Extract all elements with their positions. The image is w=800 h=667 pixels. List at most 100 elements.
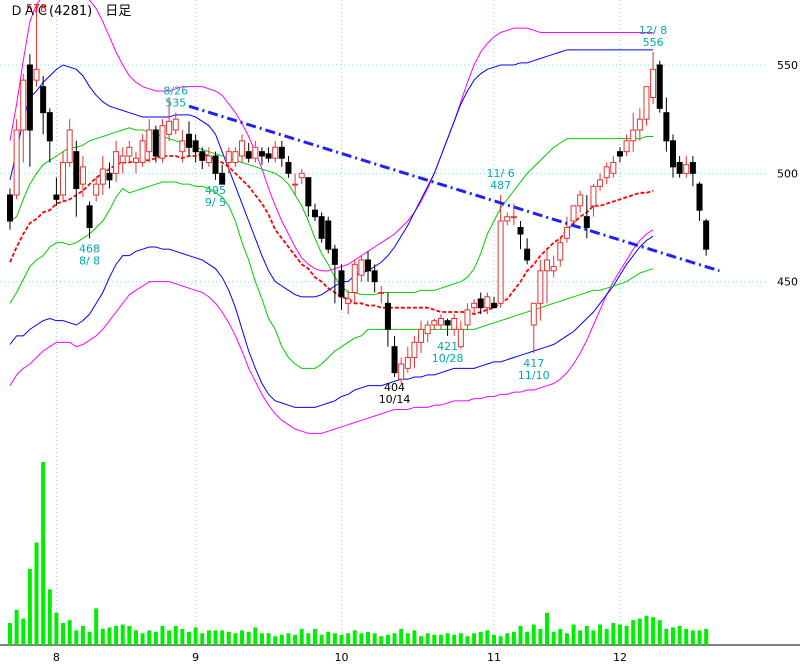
candle-down xyxy=(318,216,325,239)
candle-up xyxy=(172,118,179,131)
candle-up xyxy=(66,129,73,163)
candle-up xyxy=(225,151,232,164)
volume-bar xyxy=(392,633,397,645)
volume-bar xyxy=(518,625,523,645)
candle-down xyxy=(86,205,93,228)
candle-up xyxy=(530,302,537,326)
annotation-label: 417 xyxy=(523,357,544,370)
volume-bar xyxy=(220,630,225,645)
volume-bar xyxy=(425,633,430,645)
volume-bar xyxy=(240,630,245,645)
candle-up xyxy=(411,341,418,359)
volume-bar xyxy=(279,634,284,645)
band-minus1-line xyxy=(9,181,654,369)
price-tick-label: 550 xyxy=(777,59,798,72)
annotation-label: 404 xyxy=(384,381,405,394)
candle-up xyxy=(636,118,643,131)
volume-bar xyxy=(432,634,437,645)
candle-down xyxy=(46,112,53,142)
volume-bar xyxy=(359,633,364,645)
volume-bar xyxy=(564,633,569,645)
volume-bar xyxy=(498,636,503,645)
band-minus2-line xyxy=(9,235,654,408)
candle-up xyxy=(603,166,610,179)
annotation-label: 556 xyxy=(643,36,664,49)
annotation-label: 12/ 8 xyxy=(639,24,667,37)
annotation-label: 535 xyxy=(165,97,186,110)
volume-bar xyxy=(21,618,26,645)
volume-bar xyxy=(452,634,457,645)
volume-bar xyxy=(332,633,337,645)
candle-up xyxy=(630,129,637,142)
volume-bar xyxy=(87,631,92,645)
candle-up xyxy=(623,140,630,153)
candle-up xyxy=(378,292,385,294)
volume-bar xyxy=(41,461,46,645)
volume-bar xyxy=(299,628,304,645)
candle-down xyxy=(656,64,663,109)
volume-bar xyxy=(671,627,675,645)
volume-bar xyxy=(472,633,477,645)
volume-bar xyxy=(273,636,278,645)
candle-down xyxy=(325,220,332,250)
candle-up xyxy=(139,140,146,163)
candle-down xyxy=(676,162,683,174)
volume-bar xyxy=(485,630,490,645)
candle-up xyxy=(252,146,259,159)
volume-bar xyxy=(505,633,510,645)
volume-bar xyxy=(140,633,145,645)
volume-bar xyxy=(67,620,72,645)
volume-bar xyxy=(445,633,450,645)
volume-bar xyxy=(133,630,138,645)
volume-bar xyxy=(61,623,66,645)
candle-up xyxy=(126,146,133,157)
candle-up xyxy=(610,162,617,174)
candle-up xyxy=(570,205,577,222)
candle-up xyxy=(179,140,186,153)
candle-down xyxy=(265,153,272,159)
volume-bar xyxy=(372,633,377,645)
annotation-label: 10/14 xyxy=(379,393,411,406)
annotation-label: 8/26 xyxy=(163,85,188,98)
volume-bar xyxy=(339,634,344,645)
volume-bar xyxy=(591,630,596,645)
volume-bar xyxy=(631,620,636,645)
candle-down xyxy=(7,194,13,222)
band-minus3-line xyxy=(9,229,654,434)
candle-down xyxy=(26,64,33,131)
volume-bar xyxy=(47,589,52,645)
volume-bar xyxy=(611,623,616,645)
volume-bar xyxy=(491,634,496,645)
candle-down xyxy=(73,151,80,190)
annotation-label: 468 xyxy=(79,242,100,255)
volume-bar xyxy=(14,609,19,645)
volume-bar xyxy=(293,634,298,645)
volume-bar xyxy=(690,630,695,645)
date-tick-label: 8 xyxy=(53,651,60,664)
candle-up xyxy=(504,216,511,222)
volume-bar xyxy=(187,631,192,645)
volume-bar xyxy=(80,625,85,645)
volume-bar xyxy=(213,630,218,645)
volume-bar xyxy=(657,620,662,645)
candle-down xyxy=(152,129,159,157)
axes: 450 500 550 8 9 10 11 12 xyxy=(53,59,798,664)
volume-bar xyxy=(319,634,324,645)
volume-bar xyxy=(617,624,622,645)
candle-up xyxy=(418,328,425,343)
volume-bar xyxy=(34,542,39,645)
candle-up xyxy=(358,259,365,276)
candle-up xyxy=(437,318,444,326)
candle-down xyxy=(663,112,670,142)
candle-down xyxy=(338,270,345,298)
date-tick-label: 12 xyxy=(613,651,627,664)
band-plus1-line xyxy=(9,127,654,296)
annotation-label: 578 xyxy=(26,2,47,15)
candle-down xyxy=(689,162,696,174)
volume-bar xyxy=(180,628,185,645)
volume-bar xyxy=(233,633,238,645)
volume-bar xyxy=(525,631,530,645)
volume-bar xyxy=(366,631,371,645)
volume-bar xyxy=(385,634,390,645)
volume-bar xyxy=(94,608,99,645)
